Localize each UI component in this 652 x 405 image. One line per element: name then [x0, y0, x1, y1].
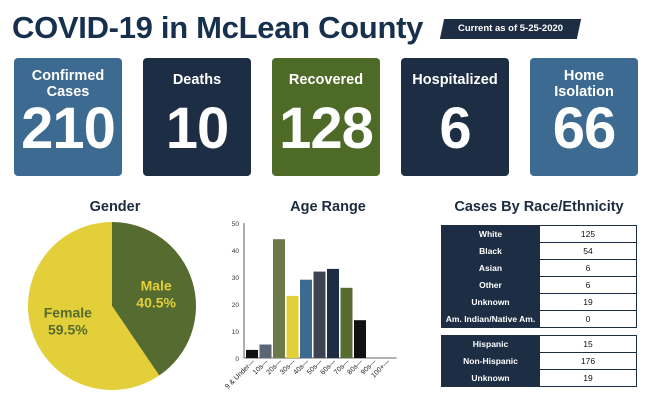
card-label-line1: Confirmed [31, 68, 105, 84]
row-value: 176 [539, 352, 637, 370]
card-label-line2: Cases [46, 84, 90, 100]
bar-70s [340, 287, 353, 358]
row-value: 19 [539, 293, 637, 311]
card-label: Home Isolation [530, 67, 638, 101]
row-label: Hispanic [441, 335, 540, 353]
row-value: 0 [539, 310, 637, 328]
home-isolation-card: Home Isolation 66 [530, 58, 638, 176]
date-badge: Current as of 5-25-2020 [439, 19, 582, 39]
date-label: Current as of 5-25-2020 [457, 23, 564, 34]
page-title: COVID-19 in McLean County [12, 10, 424, 45]
y-tick-label: 0 [235, 356, 239, 363]
bar-10s [259, 344, 272, 358]
card-value: 128 [279, 96, 374, 161]
pie-slice-male [112, 222, 197, 376]
spacer-cell [539, 327, 637, 336]
row-label: Black [441, 242, 540, 260]
card-value: 210 [21, 96, 116, 161]
card-value: 6 [439, 96, 471, 161]
deaths-card: Deaths 10 [143, 58, 251, 176]
pie-label-percent: 40.5% [136, 294, 176, 310]
confirmed-cases-card: Confirmed Cases 210 [14, 58, 122, 176]
table-spacer [441, 327, 637, 336]
pie-label-percent: 59.5% [48, 322, 88, 338]
gender-chart-title: Gender [89, 199, 141, 215]
pie-slice-female [27, 222, 160, 390]
row-label: Other [441, 276, 540, 294]
header: COVID-19 in McLean County Current as of … [10, 8, 645, 45]
bar-50s [313, 271, 326, 358]
row-value: 54 [539, 242, 637, 260]
x-tick-label: 9 & Under— [224, 358, 256, 390]
pie-label-name: Female [44, 305, 92, 321]
card-label: Recovered [288, 72, 364, 88]
bar-80s [354, 320, 366, 358]
table-row: Hispanic 15 [441, 335, 637, 353]
hospitalized-card: Hospitalized 6 [401, 58, 509, 176]
row-value: 6 [539, 259, 637, 277]
stat-cards: Confirmed Cases 210 Deaths 10 Recovered 1… [14, 58, 638, 176]
row-label: Asian [441, 259, 540, 277]
card-label: Deaths [172, 72, 222, 88]
y-tick-label: 50 [232, 221, 240, 228]
bar-20s [273, 239, 285, 358]
race-ethnicity-table: White 125 Black 54 Asian 6 Other 6 Unknown 19 Am. … [441, 225, 637, 387]
card-value: 10 [165, 96, 230, 161]
table-row: Unknown 19 [441, 293, 637, 311]
card-label: Confirmed Cases [14, 67, 122, 101]
card-value: 66 [552, 96, 617, 161]
bar-60s [327, 268, 339, 358]
row-value: 6 [539, 276, 637, 294]
card-label-line1: Home [563, 68, 605, 84]
row-label: Am. Indian/Native Am. [441, 310, 540, 328]
y-tick-label: 40 [232, 248, 240, 255]
table-row: Other 6 [441, 276, 637, 294]
spacer-cell [441, 327, 540, 336]
y-tick-label: 20 [232, 302, 240, 309]
card-label-line2: Isolation [554, 84, 614, 100]
row-label: White [441, 225, 540, 243]
age-chart-title: Age Range [290, 199, 366, 215]
table-row: White 125 [441, 225, 637, 243]
table-row: Black 54 [441, 242, 637, 260]
race-table-title: Cases By Race/Ethnicity [454, 199, 624, 215]
y-tick-label: 30 [232, 275, 240, 282]
pie-label-name: Male [141, 277, 172, 293]
row-value: 125 [539, 225, 637, 243]
row-label: Unknown [441, 293, 540, 311]
table-row: Am. Indian/Native Am. 0 [441, 310, 637, 328]
table-row: Non-Hispanic 176 [441, 352, 637, 370]
bar-9-under [246, 349, 258, 358]
table-row: Unknown 19 [441, 369, 637, 387]
card-label: Hospitalized [412, 72, 498, 88]
bar-30s [286, 295, 299, 358]
row-value: 15 [539, 335, 637, 353]
y-tick-label: 10 [232, 329, 240, 336]
bar-40s [300, 279, 312, 358]
row-label: Non-Hispanic [441, 352, 540, 370]
table-row: Asian 6 [441, 259, 637, 277]
row-label: Unknown [441, 369, 540, 387]
row-value: 19 [539, 369, 637, 387]
recovered-card: Recovered 128 [272, 58, 380, 176]
